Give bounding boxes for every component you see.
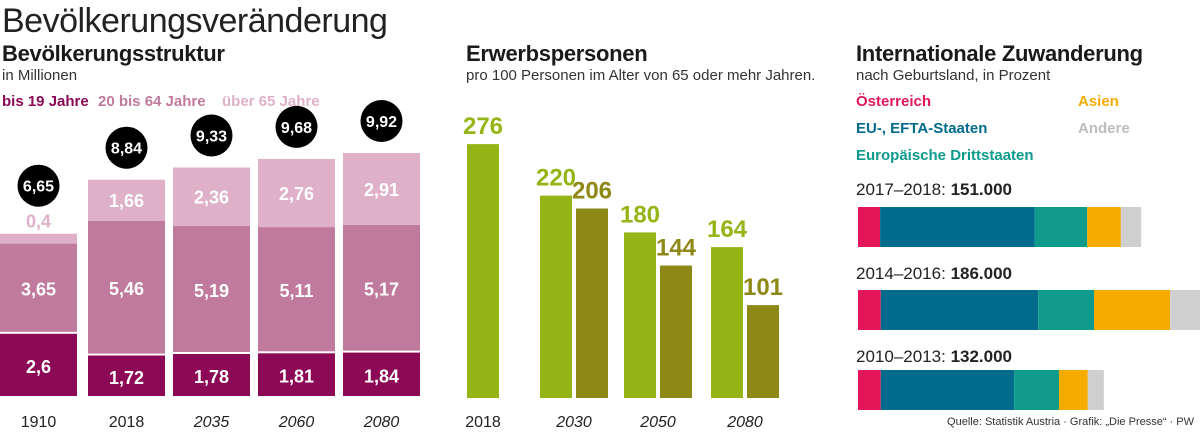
segment-label: 1,72 <box>109 368 144 388</box>
legend-asia: Asien <box>1078 93 1119 110</box>
migration-segment <box>1014 370 1059 410</box>
period-label-1: 2017–2018: 151.000 <box>856 180 1013 199</box>
legend-old: über 65 Jahre <box>222 93 320 110</box>
legend-young: bis 19 Jahre <box>2 93 89 110</box>
bar-segment <box>0 243 77 332</box>
segment-label: 5,11 <box>279 281 313 301</box>
segment-label: 1,78 <box>194 367 229 387</box>
migration-title: Internationale Zuwanderung <box>856 41 1143 66</box>
period-label-3: 2010–2013: 132.000 <box>856 347 1013 366</box>
page-title: Bevölkerungsveränderung <box>2 2 388 40</box>
bar-segment <box>0 333 77 396</box>
migration-segment <box>1058 370 1088 410</box>
legend-third: Europäische Drittstaaten <box>856 147 1034 164</box>
bar-segment <box>88 355 165 396</box>
population-title: Bevölkerungsstruktur <box>2 41 225 66</box>
migration-segment <box>1094 290 1171 330</box>
migration-segment <box>858 370 881 410</box>
workforce-bar <box>711 247 743 398</box>
bar-segment <box>0 233 77 244</box>
total-label: 9,92 <box>366 114 397 131</box>
workforce-bar <box>540 195 572 398</box>
legend-austria: Österreich <box>856 93 932 110</box>
total-label: 9,68 <box>281 120 312 137</box>
segment-label: 5,46 <box>109 279 144 299</box>
legend-eu: EU-, EFTA-Staaten <box>856 120 988 137</box>
migration-segment <box>880 370 1015 410</box>
bar-segment <box>173 354 250 396</box>
workforce-bar <box>576 208 608 398</box>
migration-segment <box>1087 370 1104 410</box>
segment-label: 2,6 <box>26 357 51 377</box>
segment-label: 1,66 <box>109 191 144 211</box>
migration-subtitle: nach Geburtsland, in Prozent <box>856 67 1051 84</box>
total-badge <box>275 105 318 148</box>
x-tick-label: 2060 <box>278 414 315 431</box>
segment-label: 3,65 <box>21 280 56 300</box>
migration-segment <box>1034 207 1088 247</box>
migration-segment <box>880 207 1035 247</box>
workforce-value-label: 164 <box>707 216 748 243</box>
bar-segment <box>173 225 250 352</box>
x-tick-label: 1910 <box>21 414 57 431</box>
bar-segment <box>88 220 165 354</box>
migration-segment <box>1038 290 1094 330</box>
total-label: 8,84 <box>111 141 142 158</box>
workforce-bar <box>660 265 692 398</box>
migration-segment <box>858 207 881 247</box>
workforce-value-label: 206 <box>572 178 612 205</box>
workforce-value-label: 180 <box>620 201 660 228</box>
bar-segment <box>343 153 420 225</box>
bar-segment <box>258 158 335 228</box>
workforce-title: Erwerbspersonen <box>466 41 648 66</box>
x-tick-label: 2080 <box>363 414 400 431</box>
workforce-value-label: 101 <box>743 274 783 301</box>
population-subtitle: in Millionen <box>2 67 78 84</box>
segment-label: 0,4 <box>26 212 51 232</box>
workforce-value-label: 144 <box>656 235 697 262</box>
x-tick-label: 2018 <box>109 414 145 431</box>
workforce-bar <box>747 305 779 398</box>
total-label: 9,33 <box>196 129 227 146</box>
x-tick-label: 2030 <box>555 414 592 431</box>
segment-label: 2,76 <box>279 184 314 204</box>
bar-segment <box>258 353 335 396</box>
migration-segment <box>858 290 881 330</box>
total-badge <box>190 114 233 157</box>
total-badge <box>17 164 60 207</box>
migration-segment <box>1170 290 1200 330</box>
migration-segment <box>1087 207 1121 247</box>
x-tick-label: 2035 <box>193 414 230 431</box>
workforce-subtitle: pro 100 Personen im Alter von 65 oder me… <box>466 67 816 84</box>
workforce-bar <box>624 232 656 398</box>
x-tick-label: 2050 <box>639 414 676 431</box>
segment-label: 1,84 <box>364 366 399 386</box>
total-label: 6,65 <box>23 179 54 196</box>
workforce-value-label: 276 <box>463 113 503 140</box>
legend-other: Andere <box>1078 120 1130 137</box>
segment-label: 5,19 <box>194 281 229 301</box>
bar-segment <box>173 167 250 226</box>
segment-label: 5,17 <box>364 280 399 300</box>
segment-label: 2,91 <box>364 180 399 200</box>
source-note: Quelle: Statistik Austria · Grafik: „Die… <box>947 416 1194 428</box>
x-tick-label: 2018 <box>465 414 501 431</box>
segment-label: 1,81 <box>279 367 314 387</box>
total-badge <box>105 126 148 169</box>
bar-segment <box>343 224 420 351</box>
segment-label: 2,36 <box>194 188 229 208</box>
period-label-2: 2014–2016: 186.000 <box>856 264 1013 283</box>
legend-mid: 20 bis 64 Jahre <box>98 93 206 110</box>
migration-segment <box>880 290 1039 330</box>
bar-segment <box>88 179 165 221</box>
x-tick-label: 2080 <box>726 414 763 431</box>
bar-segment <box>258 227 335 352</box>
migration-segment <box>1120 207 1142 247</box>
workforce-value-label: 220 <box>536 165 576 192</box>
bar-segment <box>343 352 420 396</box>
total-badge <box>360 100 403 142</box>
workforce-bar <box>467 144 499 398</box>
